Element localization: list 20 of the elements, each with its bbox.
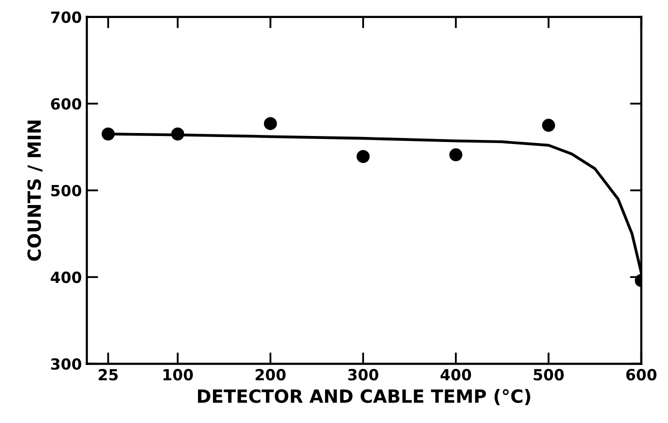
point (171, 127, 184, 140)
x-tick-label: 25 (98, 368, 118, 380)
y-tick-label: 500 (51, 184, 82, 196)
x-tick-label: 500 (534, 368, 564, 380)
y-tick-label: 600 (51, 98, 82, 110)
point (449, 148, 462, 162)
x-tick-label: 600 (626, 368, 656, 380)
y-tick-label: 300 (51, 358, 82, 370)
x-tick-label: 300 (348, 368, 378, 380)
point (102, 127, 115, 140)
x-tick-label: 400 (440, 368, 472, 380)
x-tick-label: 100 (163, 368, 193, 380)
y-tick-label: 400 (50, 272, 82, 284)
x-tick-label: 200 (256, 368, 286, 380)
x-axis-title: DETECTOR AND CABLE TEMP (°C) (198, 389, 530, 406)
point (264, 117, 277, 130)
y-axis-title: COUNTS / MIN (27, 120, 42, 261)
point (356, 150, 370, 164)
point (542, 118, 556, 132)
y-tick-label: 700 (51, 11, 82, 23)
